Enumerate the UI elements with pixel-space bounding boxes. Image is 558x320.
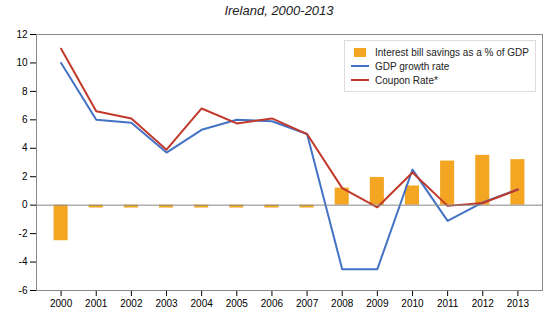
svg-text:2010: 2010: [401, 298, 424, 309]
svg-text:2011: 2011: [437, 298, 459, 309]
svg-text:-2: -2: [19, 228, 28, 239]
svg-text:12: 12: [16, 29, 28, 40]
svg-text:2006: 2006: [261, 298, 284, 309]
svg-text:2001: 2001: [85, 298, 108, 309]
svg-text:2009: 2009: [366, 298, 389, 309]
html-text:Interest bill savings as a % o: Interest bill savings as a % of GDP: [375, 46, 529, 58]
svg-text:4: 4: [22, 142, 28, 153]
svg-text:2003: 2003: [155, 298, 178, 309]
svg-text:-4: -4: [19, 256, 28, 267]
svg-text:0: 0: [22, 199, 28, 210]
svg-text:2004: 2004: [191, 298, 214, 309]
svg-text:2007: 2007: [296, 298, 319, 309]
svg-text:2008: 2008: [331, 298, 354, 309]
svg-text:10: 10: [16, 57, 28, 68]
svg-text:2012: 2012: [472, 298, 495, 309]
svg-text:2002: 2002: [120, 298, 143, 309]
svg-text:6: 6: [22, 114, 28, 125]
svg-text:2005: 2005: [226, 298, 249, 309]
html-text:Ireland, 2000-2013: Ireland, 2000-2013: [224, 3, 334, 18]
svg-text:2: 2: [22, 171, 28, 182]
svg-text:2000: 2000: [50, 298, 73, 309]
html-text:Coupon Rate*: Coupon Rate*: [375, 74, 438, 86]
html-text:GDP growth rate: GDP growth rate: [375, 60, 450, 72]
svg-text:8: 8: [22, 86, 28, 97]
svg-text:-6: -6: [19, 285, 28, 296]
svg-text:2013: 2013: [507, 298, 530, 309]
